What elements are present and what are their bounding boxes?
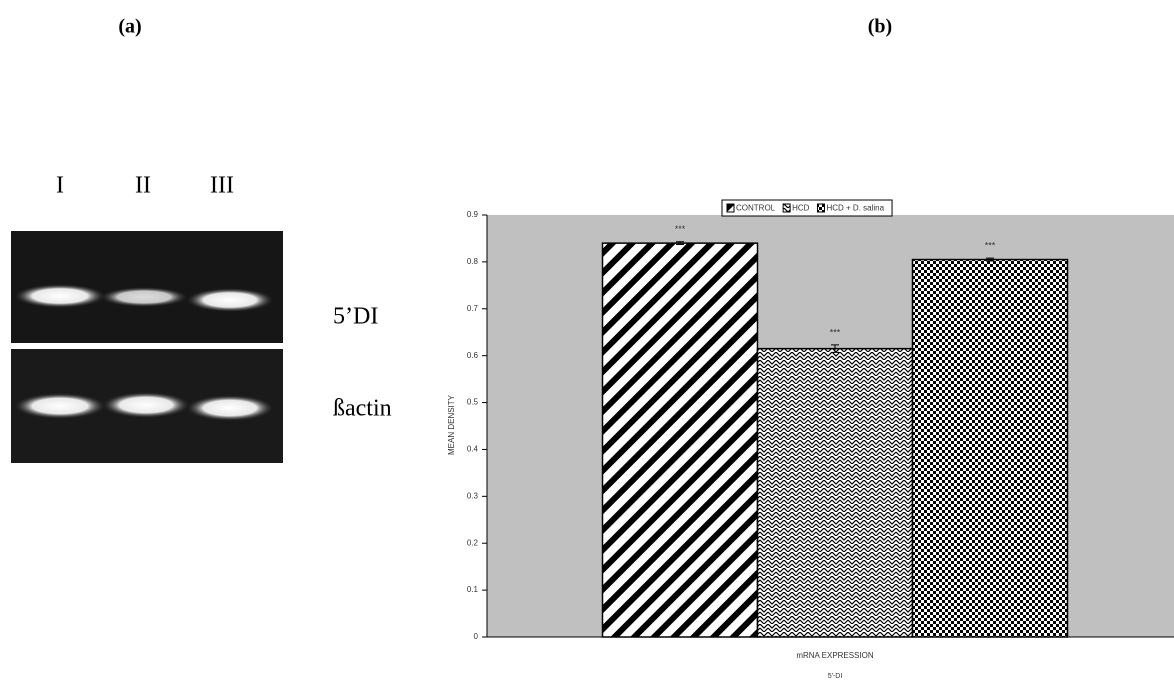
y-tick-label: 0.5 (467, 398, 479, 407)
y-tick-label: 0.2 (467, 538, 479, 547)
x-tick-label: 5'-DI (828, 673, 843, 680)
panel-label: (b) (868, 16, 892, 38)
y-tick-label: 0.3 (467, 491, 479, 500)
bar (913, 260, 1068, 637)
y-tick-label: 0.9 (467, 210, 479, 219)
band-label: ßactin (333, 396, 392, 422)
band-label: 5’DI (333, 304, 378, 330)
significance-label: *** (830, 327, 841, 337)
gel-image (11, 231, 283, 463)
legend-swatch (783, 204, 790, 212)
x-axis-label: mRNA EXPRESSION (796, 651, 874, 660)
significance-label: *** (985, 241, 996, 251)
page: {"panels": {"a": "(a)", "b": "(b)"}, "ge… (0, 0, 1174, 681)
legend-swatch (817, 204, 824, 212)
y-tick-label: 0.6 (467, 351, 479, 360)
legend-label: CONTROL (736, 204, 776, 213)
y-tick-label: 0 (474, 632, 479, 641)
y-tick-label: 0.7 (467, 304, 479, 313)
lane-label: I (56, 173, 64, 199)
bar-chart: 0 0.1 0.2 0.3 0.4 0.5 0.6 0.7 0.8 0.9 MEAN DENSITY… (447, 200, 1174, 680)
panel-label: (a) (118, 16, 141, 38)
y-tick-label: 0.4 (467, 445, 479, 454)
bar (758, 349, 913, 637)
figure: (a) (b) I II III 5’DI ßactin 00.10.20.30… (0, 0, 1174, 681)
y-axis-label: MEAN DENSITY (447, 394, 456, 455)
lane-label: III (210, 173, 234, 199)
legend-label: HCD + D. salina (826, 204, 884, 213)
lane-label: II (135, 173, 151, 199)
y-tick-label: 0.1 (467, 585, 479, 594)
significance-label: *** (675, 224, 686, 234)
legend-label: HCD (792, 204, 810, 213)
y-tick-label: 0.8 (467, 257, 479, 266)
bar (603, 243, 758, 637)
legend-swatch (727, 204, 734, 212)
